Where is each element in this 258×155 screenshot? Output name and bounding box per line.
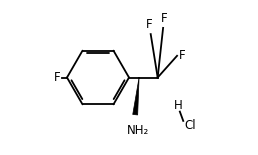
Text: F: F <box>54 71 61 84</box>
Text: F: F <box>146 18 152 31</box>
Text: H: H <box>174 99 183 112</box>
Text: F: F <box>160 12 167 25</box>
Polygon shape <box>133 78 139 115</box>
Text: Cl: Cl <box>184 119 196 132</box>
Text: NH₂: NH₂ <box>126 124 149 137</box>
Text: F: F <box>179 49 186 62</box>
